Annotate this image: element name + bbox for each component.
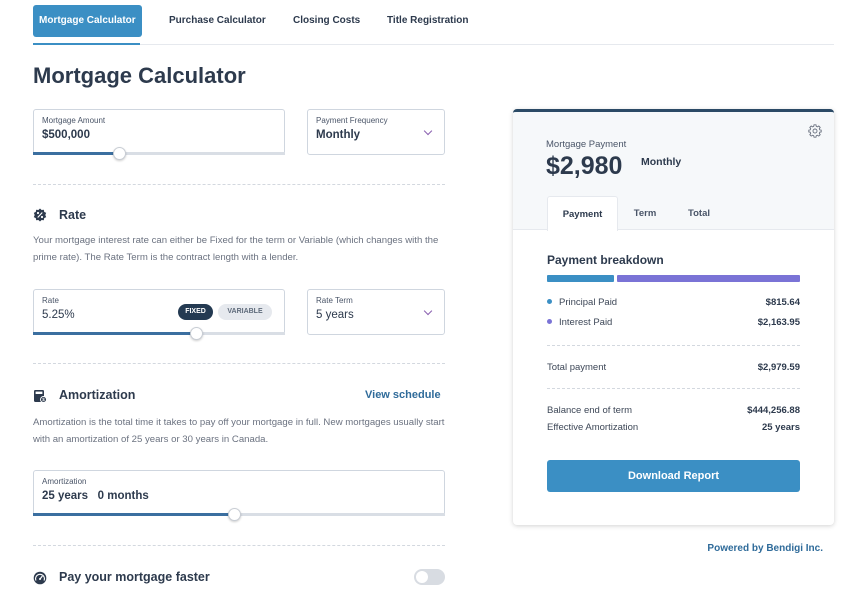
tab-bar: Mortgage Calculator Purchase Calculator … (33, 5, 834, 45)
active-tab-underline (33, 43, 140, 45)
interest-bar (617, 275, 800, 282)
fixed-rate-toggle[interactable]: FIXED (178, 304, 213, 320)
rate-slider[interactable] (33, 332, 285, 335)
amortization-slider-thumb[interactable] (228, 508, 241, 521)
card-divider (547, 345, 800, 346)
speedometer-icon (33, 571, 47, 585)
percent-badge-icon (33, 208, 47, 222)
rate-section-title: Rate (59, 208, 87, 222)
amortization-label: Amortization (42, 477, 87, 486)
total-payment-label: Total payment (547, 362, 607, 373)
principal-paid-value: $815.64 (765, 297, 800, 308)
rate-term-select[interactable]: Rate Term 5 years (307, 289, 445, 335)
mortgage-amount-label: Mortgage Amount (42, 116, 106, 125)
tab-closing-costs[interactable]: Closing Costs (293, 15, 361, 26)
rate-field[interactable]: Rate 5.25% FIXED VARIABLE (33, 289, 285, 335)
principal-paid-label: Principal Paid (547, 297, 617, 308)
view-schedule-link[interactable]: View schedule (365, 389, 441, 401)
tab-total[interactable]: Total (688, 208, 710, 219)
mortgage-payment-frequency: Monthly (641, 156, 682, 168)
amortization-section-description: Amortization is the total time it takes … (33, 417, 445, 445)
rate-term-label: Rate Term (316, 296, 353, 305)
pay-faster-section-title: Pay your mortgage faster (59, 570, 210, 584)
rate-value[interactable]: 5.25% (42, 309, 75, 321)
mortgage-amount-slider[interactable] (33, 152, 285, 155)
mortgage-amount-slider-fill (33, 152, 119, 155)
page-title: Mortgage Calculator (33, 63, 246, 88)
gear-icon[interactable] (808, 124, 822, 138)
balance-end-of-term-label: Balance end of term (547, 405, 633, 416)
interest-dot (547, 318, 552, 324)
mortgage-payment-label: Mortgage Payment (546, 139, 627, 150)
section-divider (33, 184, 445, 185)
variable-rate-toggle[interactable]: VARIABLE (218, 304, 272, 320)
mortgage-amount-field[interactable]: Mortgage Amount $500,000 (33, 109, 285, 155)
amortization-slider-fill (33, 513, 235, 516)
tab-purchase-calculator[interactable]: Purchase Calculator (169, 15, 266, 26)
section-divider (33, 363, 445, 364)
total-payment-value: $2,979.59 (757, 362, 800, 373)
principal-dot (547, 298, 552, 304)
balance-end-of-term-value: $444,256.88 (747, 405, 800, 416)
effective-amortization-label: Effective Amortization (547, 422, 639, 433)
tab-mortgage-calculator[interactable]: Mortgage Calculator (33, 5, 142, 37)
amortization-section-title: Amortization (59, 388, 136, 402)
rate-term-value: 5 years (316, 309, 354, 321)
section-divider (33, 545, 445, 546)
rate-label: Rate (42, 296, 59, 305)
payment-summary-card: Mortgage Payment $2,980 Monthly Payment … (513, 109, 834, 525)
rate-slider-fill (33, 332, 197, 335)
payment-frequency-label: Payment Frequency (316, 116, 388, 125)
download-report-button[interactable]: Download Report (547, 460, 800, 492)
mortgage-amount-value[interactable]: $500,000 (42, 129, 90, 141)
payment-frequency-select[interactable]: Payment Frequency Monthly (307, 109, 445, 155)
payment-frequency-value: Monthly (316, 129, 361, 141)
powered-by-link[interactable]: Powered by Bendigi Inc. (707, 543, 823, 554)
mortgage-amount-slider-thumb[interactable] (113, 147, 126, 160)
amortization-field[interactable]: Amortization 25 years 0 months (33, 470, 445, 516)
tab-term[interactable]: Term (633, 208, 657, 219)
payment-breakdown-title: Payment breakdown (547, 253, 664, 267)
tab-title-registration[interactable]: Title Registration (387, 15, 469, 26)
interest-paid-value: $2,163.95 (757, 317, 800, 328)
principal-bar (547, 275, 614, 282)
pay-faster-toggle[interactable] (414, 569, 445, 585)
svg-text:$: $ (42, 397, 45, 402)
chevron-down-icon (423, 126, 433, 136)
effective-amortization-value: 25 years (761, 422, 800, 433)
mortgage-payment-amount: $2,980 (546, 152, 623, 180)
rate-section-description: Your mortgage interest rate can either b… (33, 235, 439, 263)
toggle-knob (416, 571, 428, 583)
tab-payment[interactable]: Payment (547, 196, 618, 231)
interest-paid-label: Interest Paid (547, 317, 612, 328)
rate-slider-thumb[interactable] (190, 327, 203, 340)
payment-summary-header: Mortgage Payment $2,980 Monthly Payment … (513, 112, 834, 231)
amortization-value[interactable]: 25 years 0 months (42, 490, 149, 502)
chevron-down-icon (423, 306, 433, 316)
card-divider (547, 388, 800, 389)
calculator-icon: $ (34, 390, 47, 403)
